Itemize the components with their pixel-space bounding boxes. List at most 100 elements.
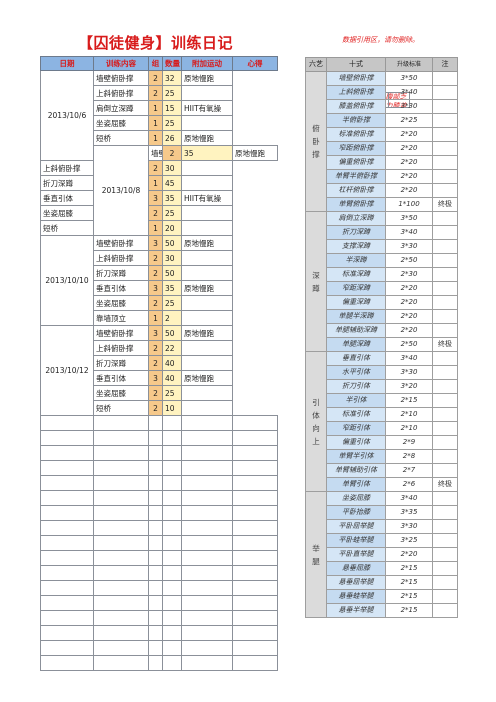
sets-cell[interactable]: [148, 430, 163, 446]
reflection-cell[interactable]: [232, 520, 278, 536]
exercise-cell[interactable]: [93, 430, 149, 446]
exercise-cell[interactable]: 短桥: [93, 130, 149, 146]
extra-exercise-cell[interactable]: [181, 505, 233, 521]
sets-cell[interactable]: [148, 490, 163, 506]
exercise-cell[interactable]: [93, 475, 149, 491]
upgrade-standard-cell[interactable]: 2*15: [385, 575, 433, 590]
reflection-cell[interactable]: [232, 535, 278, 551]
note-cell[interactable]: [432, 365, 458, 380]
sets-cell[interactable]: 2: [148, 70, 163, 86]
note-cell[interactable]: [432, 253, 458, 268]
reps-cell[interactable]: 30: [162, 250, 182, 266]
style-name-cell[interactable]: 平卧直举腿: [326, 547, 386, 562]
upgrade-standard-cell[interactable]: 2*20: [385, 169, 433, 184]
note-cell[interactable]: 终极: [432, 337, 458, 352]
reps-cell[interactable]: 15: [162, 100, 182, 116]
extra-exercise-cell[interactable]: 原地慢跑: [181, 70, 233, 86]
reps-cell[interactable]: 40: [162, 355, 182, 371]
date-cell[interactable]: [40, 460, 94, 476]
date-cell[interactable]: 2013/10/6: [40, 70, 94, 161]
reflection-cell[interactable]: [232, 460, 278, 476]
style-name-cell[interactable]: 半引体: [326, 393, 386, 408]
reps-cell[interactable]: 25: [162, 85, 182, 101]
sets-cell[interactable]: [148, 475, 163, 491]
upgrade-standard-cell[interactable]: 2*20: [385, 183, 433, 198]
style-name-cell[interactable]: 偏重引体: [326, 435, 386, 450]
upgrade-standard-cell[interactable]: 2*7: [385, 463, 433, 478]
note-cell[interactable]: [432, 127, 458, 142]
extra-exercise-cell[interactable]: [181, 385, 233, 401]
style-name-cell[interactable]: 坐姿屈膝: [326, 491, 386, 506]
date-cell[interactable]: 2013/10/10: [40, 235, 94, 326]
extra-exercise-cell[interactable]: [181, 565, 233, 581]
date-cell[interactable]: 2013/10/12: [40, 325, 94, 416]
extra-exercise-cell[interactable]: [181, 595, 233, 611]
reps-cell[interactable]: 22: [162, 340, 182, 356]
reps-cell[interactable]: 25: [162, 295, 182, 311]
style-name-cell[interactable]: 水平引体: [326, 365, 386, 380]
exercise-cell[interactable]: [93, 520, 149, 536]
sets-cell[interactable]: 2: [148, 85, 163, 101]
exercise-cell[interactable]: 上斜俯卧撑: [40, 160, 94, 176]
exercise-cell[interactable]: 坐姿屈膝: [93, 385, 149, 401]
exercise-cell[interactable]: 坐姿屈膝: [93, 115, 149, 131]
sets-cell[interactable]: [148, 565, 163, 581]
style-name-cell[interactable]: 窄距深蹲: [326, 281, 386, 296]
extra-exercise-cell[interactable]: [181, 640, 233, 656]
reflection-cell[interactable]: [232, 655, 278, 671]
style-name-cell[interactable]: 垂直引体: [326, 351, 386, 366]
reps-cell[interactable]: 45: [162, 175, 182, 191]
sets-cell[interactable]: 3: [148, 235, 163, 251]
style-name-cell[interactable]: 膝盖俯卧撑: [326, 99, 386, 114]
note-cell[interactable]: [432, 239, 458, 254]
sets-cell[interactable]: 2: [148, 355, 163, 371]
reps-cell[interactable]: 2: [162, 310, 182, 326]
reps-cell[interactable]: [162, 505, 182, 521]
reps-cell[interactable]: [162, 640, 182, 656]
exercise-cell[interactable]: [93, 505, 149, 521]
style-name-cell[interactable]: 单腿半深蹲: [326, 309, 386, 324]
exercise-cell[interactable]: [93, 535, 149, 551]
sets-cell[interactable]: 2: [148, 205, 163, 221]
upgrade-standard-cell[interactable]: 3*40: [385, 491, 433, 506]
exercise-cell[interactable]: 坐姿屈膝: [93, 295, 149, 311]
sets-cell[interactable]: 3: [148, 190, 163, 206]
sets-cell[interactable]: [148, 535, 163, 551]
reps-cell[interactable]: [162, 460, 182, 476]
extra-exercise-cell[interactable]: [181, 430, 233, 446]
exercise-cell[interactable]: 垂直引体: [93, 370, 149, 386]
extra-exercise-cell[interactable]: 原地慢跑: [181, 280, 233, 296]
upgrade-standard-cell[interactable]: 3*40: [385, 225, 433, 240]
style-name-cell[interactable]: 悬垂屈膝: [326, 561, 386, 576]
sets-cell[interactable]: [148, 580, 163, 596]
note-cell[interactable]: [432, 435, 458, 450]
reps-cell[interactable]: [162, 610, 182, 626]
extra-exercise-cell[interactable]: [181, 445, 233, 461]
date-cell[interactable]: [40, 505, 94, 521]
extra-exercise-cell[interactable]: 原地慢跑: [181, 235, 233, 251]
exercise-cell[interactable]: 墙壁俯卧撑: [93, 325, 149, 341]
extra-exercise-cell[interactable]: [181, 475, 233, 491]
reflection-cell[interactable]: [232, 640, 278, 656]
upgrade-standard-cell[interactable]: 2*10: [385, 421, 433, 436]
note-cell[interactable]: [432, 211, 458, 226]
date-cell[interactable]: [40, 535, 94, 551]
exercise-cell[interactable]: [93, 565, 149, 581]
exercise-cell[interactable]: 折刀深蹲: [40, 175, 94, 191]
exercise-cell[interactable]: [93, 490, 149, 506]
sets-cell[interactable]: [148, 625, 163, 641]
style-name-cell[interactable]: 单臂半引体: [326, 449, 386, 464]
style-name-cell[interactable]: 单臂半俯卧撑: [326, 169, 386, 184]
exercise-cell[interactable]: 折刀深蹲: [93, 355, 149, 371]
sets-cell[interactable]: [148, 520, 163, 536]
extra-exercise-cell[interactable]: [181, 520, 233, 536]
reps-cell[interactable]: 50: [162, 325, 182, 341]
extra-exercise-cell[interactable]: [181, 580, 233, 596]
reps-cell[interactable]: [162, 625, 182, 641]
sets-cell[interactable]: [148, 550, 163, 566]
upgrade-standard-cell[interactable]: 2*25: [385, 113, 433, 128]
extra-exercise-cell[interactable]: [181, 115, 233, 131]
note-cell[interactable]: [432, 71, 458, 86]
style-name-cell[interactable]: 单腿辅助深蹲: [326, 323, 386, 338]
date-cell[interactable]: [40, 595, 94, 611]
